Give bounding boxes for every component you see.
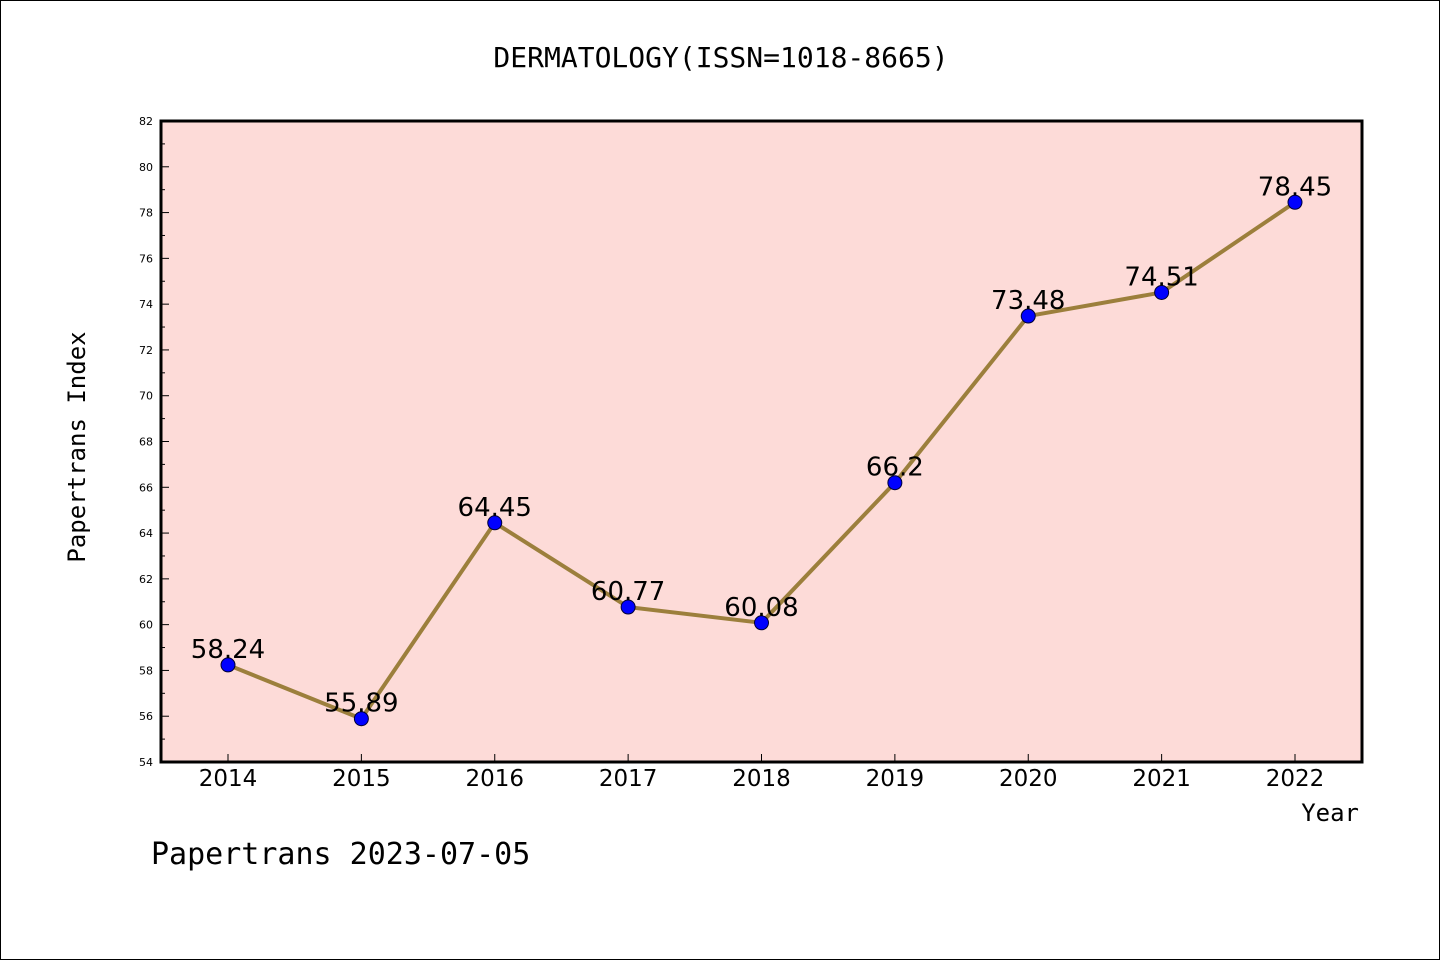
data-point xyxy=(620,599,636,615)
y-tick-label: 72 xyxy=(139,344,153,357)
y-axis: 54 56 58 60 62 64 66 68 70 72 74 76 78 80 82 xyxy=(139,115,169,769)
chart-title: DERMATOLOGY(ISSN=1018-8665) xyxy=(493,41,948,74)
x-tick-label: 2019 xyxy=(866,766,925,792)
x-tick-label: 2021 xyxy=(1132,766,1191,792)
y-tick-label: 56 xyxy=(139,710,153,723)
x-tick-label: 2022 xyxy=(1266,766,1325,792)
y-tick-label: 76 xyxy=(139,252,153,265)
y-tick-label: 66 xyxy=(139,481,153,494)
data-point xyxy=(887,475,903,491)
plot-area xyxy=(159,119,1364,764)
y-tick-label: 64 xyxy=(139,527,153,540)
data-label: 73.48 xyxy=(991,286,1065,316)
footer-credit: Papertrans 2023-07-05 xyxy=(151,837,530,872)
data-point xyxy=(754,615,769,631)
data-label: 60.08 xyxy=(724,593,798,623)
x-tick-label: 2014 xyxy=(199,766,258,792)
data-label: 78.45 xyxy=(1258,172,1332,202)
x-tick-label: 2016 xyxy=(465,766,524,792)
x-axis: 2014 2015 2016 2017 2018 2019 2020 2021 2022 xyxy=(199,754,1325,792)
x-tick-label: 2020 xyxy=(999,766,1058,792)
data-label: 58.24 xyxy=(191,635,265,665)
data-labels: 58.24 55.89 64.45 60.77 60.08 66.2 73.48 74.51 7… xyxy=(191,172,1332,718)
data-point xyxy=(1154,284,1170,300)
data-point xyxy=(487,515,503,531)
y-tick-label: 54 xyxy=(139,756,153,769)
y-tick-label: 80 xyxy=(139,161,153,174)
data-point xyxy=(1287,194,1303,210)
data-label: 60.77 xyxy=(591,577,665,607)
data-label: 66.2 xyxy=(866,453,924,483)
x-tick-label: 2015 xyxy=(332,766,391,792)
data-point xyxy=(220,657,236,673)
y-tick-label: 62 xyxy=(139,573,153,586)
data-point xyxy=(1020,308,1036,324)
y-tick-label: 58 xyxy=(139,664,153,677)
y-tick-label: 60 xyxy=(139,619,153,632)
data-point xyxy=(353,711,369,727)
x-tick-label: 2017 xyxy=(599,766,658,792)
data-label: 74.51 xyxy=(1124,262,1198,292)
x-tick-label: 2018 xyxy=(732,766,791,792)
x-axis-label: Year xyxy=(1301,799,1359,827)
y-tick-label: 82 xyxy=(139,115,153,128)
y-tick-label: 74 xyxy=(139,298,153,311)
y-axis-label: Papertrans Index xyxy=(63,331,91,562)
series-line xyxy=(220,194,1303,727)
data-label: 64.45 xyxy=(458,493,532,523)
y-tick-label: 68 xyxy=(139,436,153,449)
y-tick-label: 70 xyxy=(139,390,153,403)
y-tick-label: 78 xyxy=(139,207,153,220)
data-label: 55.89 xyxy=(324,689,398,719)
